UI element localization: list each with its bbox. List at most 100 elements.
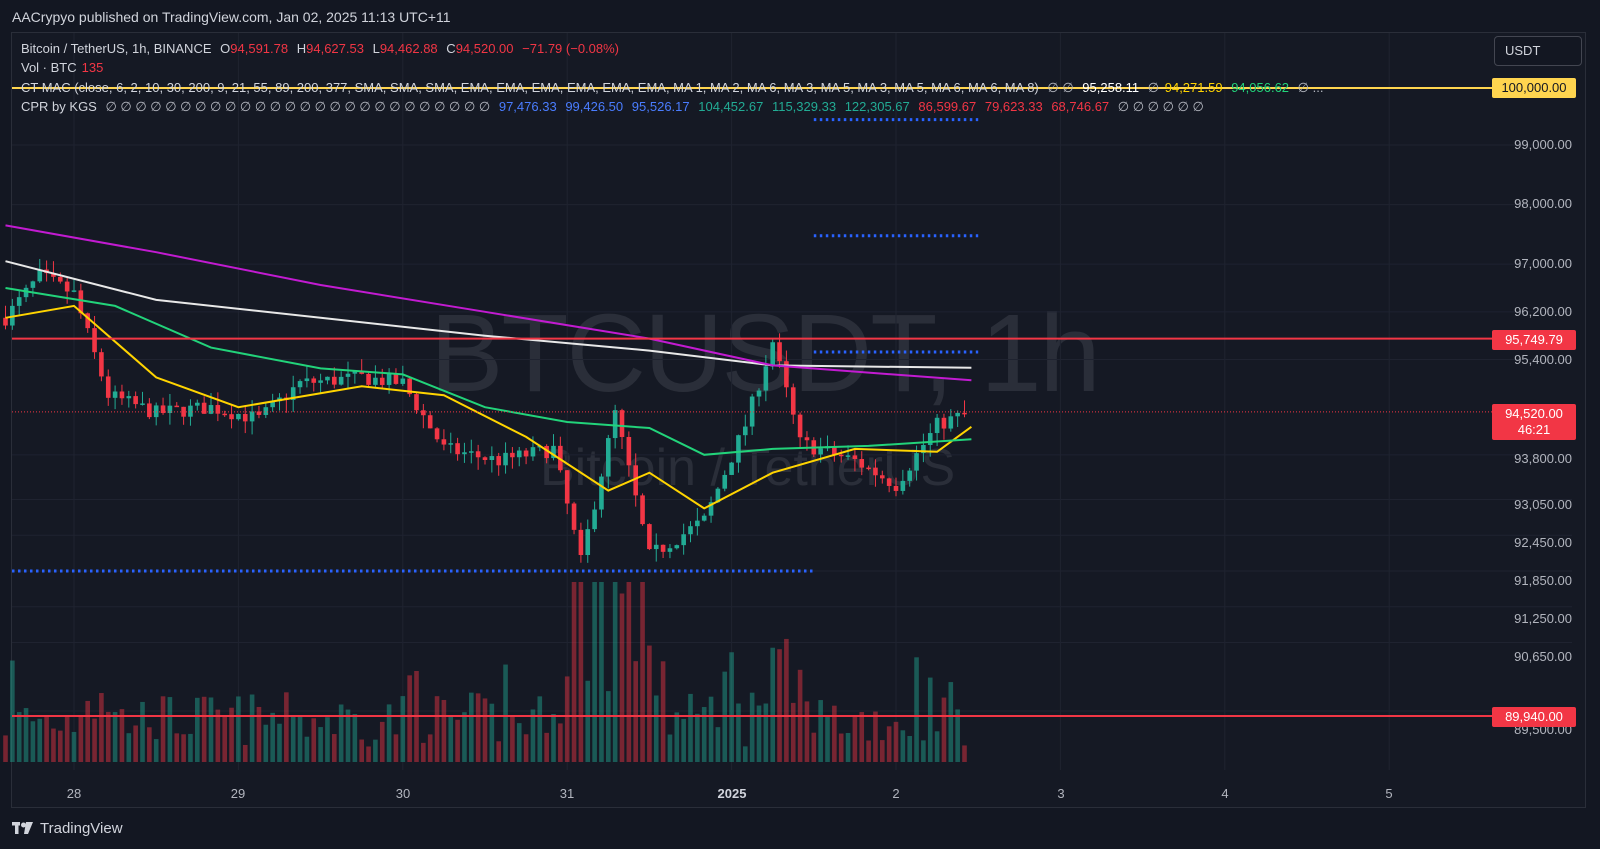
cpr-indicator-legend[interactable]: CPR by KGS ∅ ∅ ∅ ∅ ∅ ∅ ∅ ∅ ∅ ∅ ∅ ∅ ∅ ∅ ∅… xyxy=(21,99,1204,114)
volume-bar xyxy=(160,696,166,762)
candle-body xyxy=(78,290,84,314)
candle-body xyxy=(832,446,837,455)
candle-body xyxy=(297,381,303,388)
bar-countdown: 46:21 xyxy=(1517,422,1551,437)
volume-bar xyxy=(263,724,269,762)
volume-bar xyxy=(366,746,371,762)
x-tick-year: 2025 xyxy=(717,786,747,801)
x-tick: 31 xyxy=(559,786,575,801)
candle-body xyxy=(551,445,556,459)
candle-body xyxy=(304,378,310,382)
candle-body xyxy=(153,405,159,418)
candle-body xyxy=(640,495,645,525)
candle-body xyxy=(859,459,865,468)
candle-body xyxy=(736,435,741,463)
candle-body xyxy=(790,387,796,415)
volume-bar xyxy=(571,582,577,762)
tradingview-logo[interactable]: TradingView xyxy=(12,820,123,837)
volume-bar xyxy=(133,725,138,762)
volume-bar xyxy=(201,696,207,762)
candle-body xyxy=(729,462,734,475)
currency-selector[interactable]: USDT xyxy=(1494,36,1582,66)
cpr-green-1: 104,452.67 xyxy=(698,99,764,114)
y-tick: 91,850.00 xyxy=(1514,573,1572,588)
price-badge-100000: 100,000.00 xyxy=(1492,78,1576,98)
candle-body xyxy=(756,390,762,397)
volume-bar xyxy=(427,734,433,762)
candle-body xyxy=(71,290,77,292)
volume-bar xyxy=(701,707,707,762)
volume-bar xyxy=(44,715,49,762)
volume-bar xyxy=(373,739,378,762)
candle-body xyxy=(105,376,111,398)
volume-bar xyxy=(838,733,844,762)
volume-bar xyxy=(893,721,899,762)
volume-bar xyxy=(393,734,399,762)
volume-bar xyxy=(510,716,515,762)
volume-bar xyxy=(462,712,467,762)
volume-bar xyxy=(338,704,344,762)
candle-body xyxy=(914,453,919,471)
symbol-legend[interactable]: Bitcoin / TetherUS, 1h, BINANCE O94,591.… xyxy=(21,41,620,56)
volume-bar xyxy=(804,701,810,762)
candle-body xyxy=(195,402,200,406)
volume-bar xyxy=(64,716,70,762)
mac-indicator-legend[interactable]: CT MAC (close, 6, 2, 10, 30, 200, 9, 21,… xyxy=(21,80,1324,95)
y-tick: 97,000.00 xyxy=(1514,256,1572,271)
volume-bar xyxy=(777,649,782,762)
volume-bar xyxy=(489,703,495,762)
candle-body xyxy=(112,391,118,398)
candle-body xyxy=(653,544,659,550)
volume-bar xyxy=(318,727,323,762)
candle-body xyxy=(345,373,351,377)
volume-bar xyxy=(633,661,638,762)
candle-body xyxy=(290,387,296,400)
volume-bar xyxy=(934,731,940,762)
candle-body xyxy=(592,509,597,530)
candle-body xyxy=(482,457,488,460)
volume-bar xyxy=(770,647,775,762)
candle-body xyxy=(229,414,234,420)
volume-bar xyxy=(119,709,125,762)
candle-body xyxy=(948,416,954,429)
low-value: 94,462.88 xyxy=(379,41,438,56)
candle-body xyxy=(818,448,823,455)
volume-bar xyxy=(825,716,830,762)
cpr-blue-3: 95,526.17 xyxy=(631,99,690,114)
volume-bar xyxy=(208,697,214,762)
candle-body xyxy=(140,403,145,405)
candle-body xyxy=(379,377,385,385)
y-tick: 93,800.00 xyxy=(1514,451,1572,466)
volume-bar xyxy=(242,744,248,762)
candle-body xyxy=(763,366,769,391)
volume-bar xyxy=(688,693,693,762)
last-price-badge: 94,520.00 46:21 xyxy=(1492,404,1576,440)
candle-body xyxy=(222,413,227,416)
volume-bar xyxy=(578,582,584,762)
y-tick: 93,050.00 xyxy=(1514,497,1572,512)
volume-bar xyxy=(859,712,865,762)
volume-bar xyxy=(455,719,460,762)
volume-bar xyxy=(188,733,193,762)
y-tick: 99,000.00 xyxy=(1514,137,1572,152)
candle-body xyxy=(701,515,707,521)
candle-body xyxy=(784,361,789,388)
candle-body xyxy=(256,411,262,415)
y-tick: 95,400.00 xyxy=(1514,352,1572,367)
candle-body xyxy=(503,452,508,466)
candle-body xyxy=(934,417,940,434)
candle-body xyxy=(900,480,906,491)
volume-bar xyxy=(564,676,570,762)
volume-bar xyxy=(729,652,734,762)
candle-body xyxy=(749,396,755,427)
volume-bar xyxy=(921,740,926,762)
mac-value-1: 95,258.11 xyxy=(1082,80,1140,95)
candle-body xyxy=(64,281,70,292)
cpr-blue-1: 97,476.33 xyxy=(498,99,557,114)
candle-body xyxy=(126,396,132,399)
change-value: −71.79 (−0.08%) xyxy=(522,41,620,56)
volume-legend[interactable]: Vol · BTC 135 xyxy=(21,60,108,75)
candle-body xyxy=(489,456,495,460)
volume-bar xyxy=(647,645,652,762)
